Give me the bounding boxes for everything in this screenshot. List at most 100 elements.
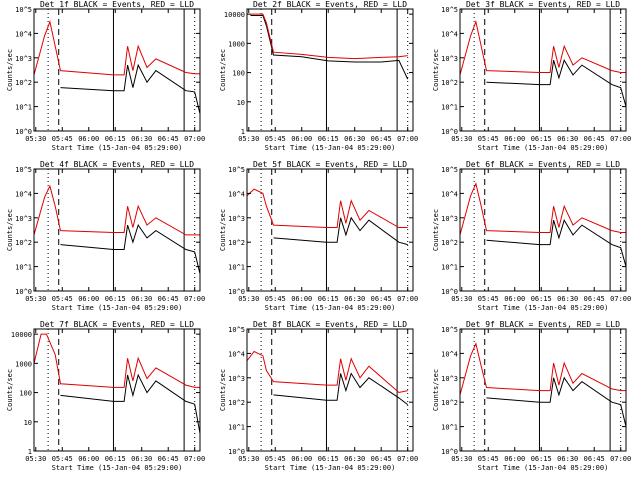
x-tick-label: 05:30: [451, 455, 472, 463]
x-tick-label: 05:45: [478, 135, 499, 143]
panel-det-4: Det 4f BLACK = Events, RED = LLD 10^0 10^1…: [6, 160, 205, 312]
y-axis-label: Counts/sec: [219, 49, 227, 91]
y-tick-label: 10^4: [228, 350, 245, 358]
panel-det-8: Det 8f BLACK = Events, RED = LLD 10^0 10^1…: [219, 320, 418, 472]
x-tick-label: 05:45: [478, 295, 499, 303]
plot-frame: [246, 8, 414, 132]
x-tick-label: 05:45: [52, 455, 73, 463]
x-tick-label: 05:30: [451, 295, 472, 303]
x-tick-label: 06:45: [371, 295, 392, 303]
y-tick-label: 10^4: [228, 190, 245, 198]
panel-title: Det 8f BLACK = Events, RED = LLD: [253, 320, 407, 329]
x-tick-label: 07:00: [184, 455, 205, 463]
panel-title: Det 3f BLACK = Events, RED = LLD: [466, 0, 620, 9]
x-tick-label: 05:45: [265, 135, 286, 143]
x-tick-label: 06:45: [158, 295, 179, 303]
y-tick-label: 10: [237, 99, 245, 107]
y-tick-label: 10^0: [15, 288, 32, 296]
y-tick-label: 10^3: [441, 215, 458, 223]
y-tick-label: 10^4: [441, 30, 458, 38]
y-tick-label: 10^4: [441, 350, 458, 358]
plot-frame: [33, 8, 201, 132]
x-tick-label: 06:15: [105, 295, 126, 303]
y-tick-label: 10^3: [441, 55, 458, 63]
x-tick-label: 07:00: [610, 455, 631, 463]
y-tick-label: 10^5: [15, 6, 32, 14]
y-tick-label: 10^2: [15, 79, 32, 87]
y-axis-label: Counts/sec: [432, 49, 440, 91]
x-tick-label: 05:30: [25, 135, 46, 143]
x-tick-label: 06:30: [344, 135, 365, 143]
x-tick-label: 05:30: [238, 295, 259, 303]
plot-frame: [459, 8, 627, 132]
x-axis-label: Start Time (15-Jan-04 05:29:00): [265, 144, 396, 152]
x-axis-label: Start Time (15-Jan-04 05:29:00): [265, 464, 396, 472]
y-tick-label: 10^0: [228, 448, 245, 456]
x-axis-label: Start Time (15-Jan-04 05:29:00): [52, 304, 183, 312]
x-tick-label: 07:00: [397, 135, 418, 143]
events-line: [486, 218, 627, 267]
x-tick-label: 05:45: [52, 135, 73, 143]
y-tick-label: 100: [19, 390, 32, 398]
y-tick-label: 10^1: [15, 264, 32, 272]
x-tick-label: 05:30: [451, 135, 472, 143]
y-tick-label: 10^2: [441, 399, 458, 407]
y-axis-label: Counts/sec: [432, 369, 440, 411]
lld-line: [459, 182, 626, 236]
y-tick-label: 1000: [15, 360, 32, 368]
plot-frame: [246, 168, 414, 292]
y-tick-label: 10^0: [441, 288, 458, 296]
y-tick-label: 10^1: [228, 424, 245, 432]
x-axis-label: Start Time (15-Jan-04 05:29:00): [478, 304, 609, 312]
x-axis-label: Start Time (15-Jan-04 05:29:00): [52, 144, 183, 152]
x-tick-label: 05:30: [25, 455, 46, 463]
lld-line: [246, 188, 408, 228]
plot-frame: [33, 328, 201, 452]
lld-line: [33, 333, 200, 388]
x-tick-label: 06:00: [291, 295, 312, 303]
y-tick-label: 10^2: [441, 239, 458, 247]
y-tick-label: 10^4: [15, 30, 32, 38]
y-axis-label: Counts/sec: [6, 209, 14, 251]
events-line: [60, 223, 201, 275]
x-tick-label: 06:15: [318, 295, 339, 303]
lld-line: [33, 20, 200, 76]
x-tick-label: 06:00: [504, 455, 525, 463]
y-tick-label: 10^1: [15, 104, 32, 112]
y-tick-label: 10^3: [441, 375, 458, 383]
x-tick-label: 06:00: [78, 135, 99, 143]
x-axis-label: Start Time (15-Jan-04 05:29:00): [478, 144, 609, 152]
panel-title: Det 1f BLACK = Events, RED = LLD: [40, 0, 194, 9]
y-tick-label: 10^1: [441, 424, 458, 432]
y-tick-label: 10^2: [228, 239, 245, 247]
x-axis-label: Start Time (15-Jan-04 05:29:00): [478, 464, 609, 472]
x-tick-label: 06:45: [584, 135, 605, 143]
plot-frame: [459, 328, 627, 452]
x-tick-label: 06:30: [557, 135, 578, 143]
events-line: [60, 373, 201, 434]
x-tick-label: 05:30: [238, 455, 259, 463]
x-tick-label: 07:00: [184, 135, 205, 143]
x-tick-label: 05:45: [265, 295, 286, 303]
y-tick-label: 10^4: [441, 190, 458, 198]
y-axis-label: Counts/sec: [6, 49, 14, 91]
y-tick-label: 10^1: [228, 264, 245, 272]
x-tick-label: 06:45: [371, 135, 392, 143]
x-tick-label: 06:00: [78, 455, 99, 463]
y-tick-label: 10^5: [15, 166, 32, 174]
x-tick-label: 06:15: [318, 135, 339, 143]
x-tick-label: 07:00: [397, 295, 418, 303]
x-tick-label: 06:45: [158, 135, 179, 143]
panel-title: Det 6f BLACK = Events, RED = LLD: [466, 160, 620, 169]
x-tick-label: 06:30: [344, 455, 365, 463]
x-tick-label: 06:45: [584, 455, 605, 463]
y-tick-label: 10^2: [228, 399, 245, 407]
x-tick-label: 07:00: [610, 135, 631, 143]
x-tick-label: 06:00: [78, 295, 99, 303]
y-tick-label: 1000: [228, 40, 245, 48]
x-tick-label: 06:30: [131, 135, 152, 143]
x-tick-label: 05:45: [52, 295, 73, 303]
y-tick-label: 10^2: [441, 79, 458, 87]
events-line: [486, 376, 627, 427]
lld-line: [246, 350, 408, 394]
